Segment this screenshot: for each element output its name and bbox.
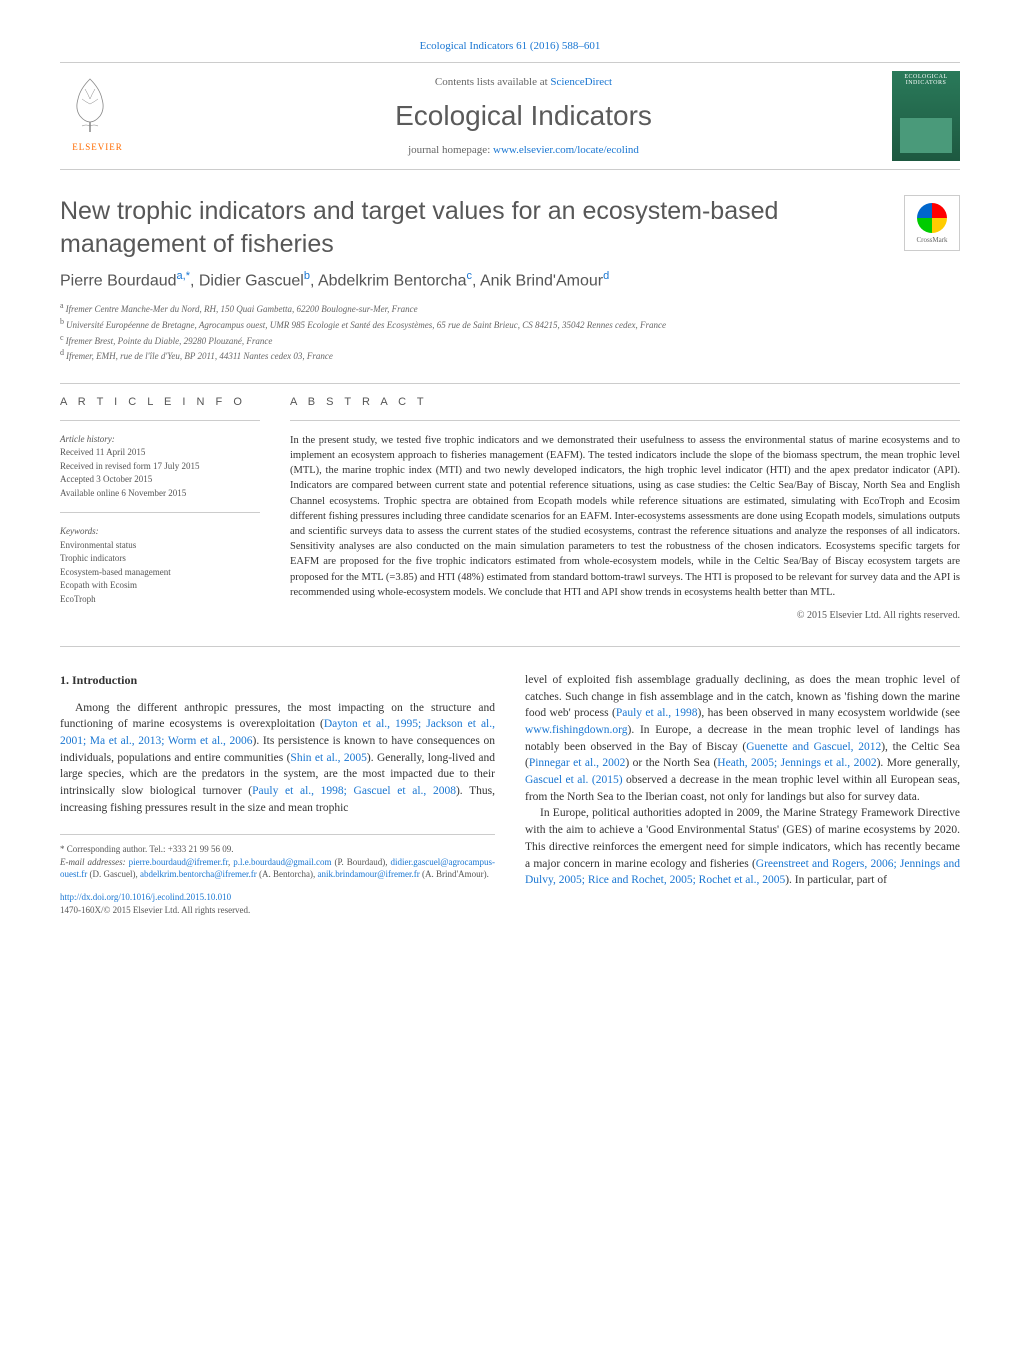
- body-col-left: 1. Introduction Among the different anth…: [60, 672, 495, 917]
- journal-cover-thumbnail: ECOLOGICAL INDICATORS: [892, 71, 960, 161]
- body-text: ) or the North Sea (: [625, 757, 717, 769]
- crossmark-icon: [917, 203, 947, 233]
- header-citation: Ecological Indicators 61 (2016) 588–601: [60, 40, 960, 52]
- section-heading: 1. Introduction: [60, 672, 495, 689]
- email-link[interactable]: pierre.bourdaud@ifremer.fr: [129, 857, 228, 867]
- citation-link[interactable]: Heath, 2005; Jennings et al., 2002: [717, 757, 876, 769]
- journal-name: Ecological Indicators: [155, 100, 892, 132]
- author-affil-sup: d: [603, 270, 609, 282]
- sciencedirect-link[interactable]: ScienceDirect: [550, 76, 612, 88]
- authors-line: Pierre Bourdauda,*, Didier Gascuelb, Abd…: [60, 270, 960, 290]
- homepage-prefix: journal homepage:: [408, 144, 493, 156]
- email-link[interactable]: p.l.e.bourdaud@gmail.com: [233, 857, 331, 867]
- crossmark-label: CrossMark: [916, 236, 947, 244]
- body-text: ), has been observed in many ecosystem w…: [698, 707, 960, 719]
- abstract-heading: A B S T R A C T: [290, 396, 960, 408]
- contents-line: Contents lists available at ScienceDirec…: [155, 76, 892, 88]
- cover-title: ECOLOGICAL INDICATORS: [892, 71, 960, 89]
- divider-abs-1: [290, 420, 960, 421]
- body-paragraph: Among the different anthropic pressures,…: [60, 700, 495, 817]
- divider-2: [60, 646, 960, 647]
- url-link[interactable]: www.fishingdown.org: [525, 724, 628, 736]
- body-paragraph: level of exploited fish assemblage gradu…: [525, 672, 960, 805]
- email-label: E-mail addresses:: [60, 857, 129, 867]
- divider-1: [60, 383, 960, 384]
- body-text: ). In particular, part of: [785, 874, 887, 886]
- keyword: Ecosystem-based management: [60, 566, 260, 580]
- author-name: Pierre Bourdaud: [60, 272, 177, 289]
- elsevier-logo: ELSEVIER: [60, 74, 135, 159]
- keyword: Trophic indicators: [60, 552, 260, 566]
- citation-link[interactable]: Pauly et al., 1998; Gascuel et al., 2008: [252, 785, 456, 797]
- author-name: Abdelkrim Bentorcha: [318, 272, 467, 289]
- citation-link[interactable]: Guenette and Gascuel, 2012: [746, 741, 881, 753]
- abstract-col: A B S T R A C T In the present study, we…: [290, 396, 960, 621]
- email-link[interactable]: abdelkrim.bentorcha@ifremer.fr: [140, 869, 257, 879]
- body-paragraph: In Europe, political authorities adopted…: [525, 805, 960, 888]
- article-title: New trophic indicators and target values…: [60, 195, 884, 260]
- homepage-line: journal homepage: www.elsevier.com/locat…: [155, 144, 892, 156]
- keywords-label: Keywords:: [60, 525, 260, 539]
- affiliations-block: a Ifremer Centre Manche-Mer du Nord, RH,…: [60, 300, 960, 362]
- abstract-text: In the present study, we tested five tro…: [290, 433, 960, 600]
- cover-image-placeholder: [900, 118, 952, 153]
- history-line: Received 11 April 2015: [60, 446, 260, 460]
- article-info-heading: A R T I C L E I N F O: [60, 396, 260, 408]
- affiliation-line: c Ifremer Brest, Pointe du Diable, 29280…: [60, 332, 960, 348]
- emails-line: E-mail addresses: pierre.bourdaud@ifreme…: [60, 856, 495, 881]
- homepage-url[interactable]: www.elsevier.com/locate/ecolind: [493, 144, 639, 156]
- history-line: Accepted 3 October 2015: [60, 473, 260, 487]
- body-columns: 1. Introduction Among the different anth…: [60, 672, 960, 917]
- journal-header-bar: ELSEVIER Contents lists available at Sci…: [60, 62, 960, 170]
- doi-block: http://dx.doi.org/10.1016/j.ecolind.2015…: [60, 891, 495, 917]
- corresponding-author-footer: * Corresponding author. Tel.: +333 21 99…: [60, 834, 495, 881]
- issn-copyright: 1470-160X/© 2015 Elsevier Ltd. All right…: [60, 904, 495, 917]
- history-line: Available online 6 November 2015: [60, 487, 260, 501]
- history-line: Received in revised form 17 July 2015: [60, 460, 260, 474]
- keyword: Environmental status: [60, 539, 260, 553]
- keyword: Ecopath with Ecosim: [60, 579, 260, 593]
- email-link[interactable]: anik.brindamour@ifremer.fr: [317, 869, 419, 879]
- article-history: Article history: Received 11 April 2015 …: [60, 433, 260, 501]
- body-text: ). More generally,: [877, 757, 960, 769]
- affiliation-line: b Université Européenne de Bretagne, Agr…: [60, 316, 960, 332]
- keywords-block: Keywords: Environmental status Trophic i…: [60, 525, 260, 606]
- title-row: New trophic indicators and target values…: [60, 195, 960, 260]
- citation-link[interactable]: Gascuel et al. (2015): [525, 774, 623, 786]
- keyword: EcoTroph: [60, 593, 260, 607]
- crossmark-badge[interactable]: CrossMark: [904, 195, 960, 251]
- affiliation-line: a Ifremer Centre Manche-Mer du Nord, RH,…: [60, 300, 960, 316]
- divider-info-2: [60, 512, 260, 513]
- history-label: Article history:: [60, 433, 260, 447]
- author-name: Didier Gascuel: [199, 272, 304, 289]
- author-affil-sup: c: [466, 270, 472, 282]
- author-affil-sup: a,*: [177, 270, 190, 282]
- affiliation-line: d Ifremer, EMH, rue de l'île d'Yeu, BP 2…: [60, 347, 960, 363]
- divider-info-1: [60, 420, 260, 421]
- article-info-col: A R T I C L E I N F O Article history: R…: [60, 396, 260, 621]
- author-name: Anik Brind'Amour: [480, 272, 603, 289]
- abstract-copyright: © 2015 Elsevier Ltd. All rights reserved…: [290, 610, 960, 621]
- info-abstract-row: A R T I C L E I N F O Article history: R…: [60, 396, 960, 621]
- contents-prefix: Contents lists available at: [435, 76, 550, 88]
- corresponding-tel: * Corresponding author. Tel.: +333 21 99…: [60, 843, 495, 856]
- citation-link[interactable]: Pinnegar et al., 2002: [529, 757, 626, 769]
- journal-info-block: Contents lists available at ScienceDirec…: [155, 76, 892, 156]
- body-col-right: level of exploited fish assemblage gradu…: [525, 672, 960, 917]
- citation-link[interactable]: Shin et al., 2005: [290, 752, 366, 764]
- elsevier-tree-icon: [60, 74, 120, 134]
- author-affil-sup: b: [304, 270, 310, 282]
- citation-link[interactable]: Pauly et al., 1998: [616, 707, 698, 719]
- doi-link[interactable]: http://dx.doi.org/10.1016/j.ecolind.2015…: [60, 892, 231, 902]
- elsevier-name: ELSEVIER: [60, 142, 135, 152]
